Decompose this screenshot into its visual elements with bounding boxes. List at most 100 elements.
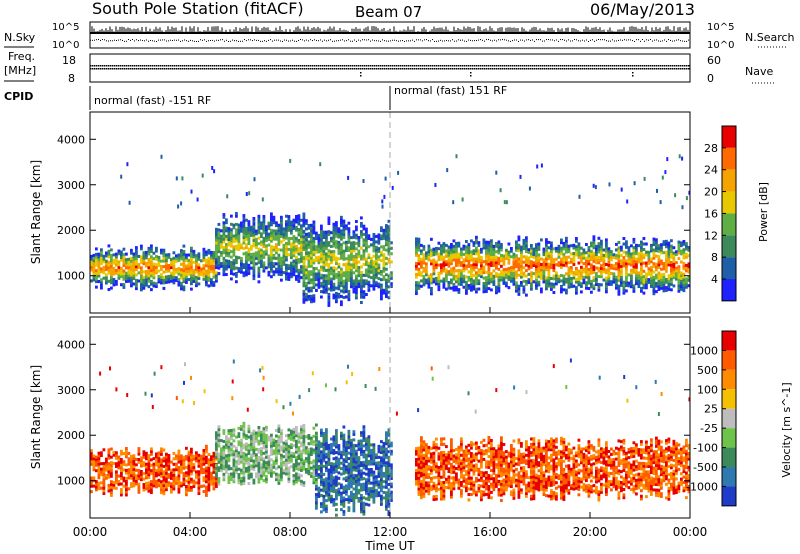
range-cell	[675, 253, 678, 257]
range-cell	[597, 255, 601, 259]
range-cell	[90, 457, 93, 461]
range-cell	[550, 260, 553, 264]
range-cell	[567, 244, 571, 248]
range-cell	[427, 280, 431, 284]
range-cell	[257, 228, 261, 232]
range-cell	[672, 262, 676, 266]
range-cell	[462, 274, 466, 278]
range-cell	[565, 277, 568, 281]
range-cell	[207, 273, 211, 277]
range-cell	[217, 239, 221, 243]
nsearch-dot	[620, 39, 621, 41]
range-cell	[600, 250, 603, 254]
range-cell	[375, 240, 378, 244]
range-cell	[427, 244, 431, 248]
range-cell	[172, 462, 176, 466]
range-cell	[391, 185, 394, 190]
range-cell	[572, 276, 576, 280]
freq-dot	[282, 65, 284, 67]
range-cell	[205, 264, 208, 268]
range-cell	[662, 283, 666, 287]
range-cell	[517, 257, 521, 261]
range-cell	[115, 255, 118, 259]
range-cell	[377, 238, 381, 242]
range-cell	[357, 279, 361, 283]
range-cell	[150, 263, 153, 267]
range-cell	[270, 256, 273, 260]
range-cell	[470, 277, 473, 281]
range-cell	[585, 256, 588, 260]
range-cell	[292, 246, 296, 250]
range-cell	[175, 468, 178, 472]
range-cell	[482, 276, 486, 280]
range-cell	[122, 258, 126, 262]
range-cell	[425, 256, 428, 260]
freq-dot	[518, 65, 520, 67]
range-cell	[357, 271, 361, 275]
range-cell	[285, 263, 288, 267]
range-cell	[427, 258, 431, 262]
range-cell	[580, 274, 583, 278]
nave-tick-high: 60	[707, 54, 721, 67]
nsearch-dot	[588, 40, 589, 42]
nsearch-dot	[122, 39, 123, 41]
range-cell	[147, 266, 151, 270]
range-cell	[255, 256, 258, 260]
range-cell	[165, 261, 168, 265]
range-cell	[205, 280, 208, 284]
range-cell	[120, 272, 123, 276]
freq-dot	[584, 65, 586, 67]
range-cell	[107, 249, 111, 253]
range-cell	[162, 492, 166, 496]
range-cell	[290, 226, 293, 230]
range-cell	[447, 272, 451, 276]
freq-dot	[656, 65, 658, 67]
freq-dot	[484, 65, 486, 67]
range-cell	[337, 292, 341, 296]
range-cell	[665, 288, 668, 292]
range-cell	[470, 253, 473, 257]
range-cell	[212, 270, 216, 274]
range-cell	[360, 254, 363, 258]
range-cell	[432, 264, 436, 268]
nave-dot	[478, 68, 480, 70]
range-cell	[670, 244, 673, 248]
range-cell	[467, 248, 471, 252]
range-cell	[555, 249, 558, 253]
range-cell	[307, 278, 311, 282]
range-cell	[245, 256, 248, 260]
nave-dot	[474, 68, 476, 70]
range-cell	[677, 251, 681, 255]
range-cell	[375, 254, 378, 258]
range-cell	[385, 243, 388, 247]
range-cell	[357, 252, 361, 256]
range-cell	[674, 193, 677, 198]
range-cell	[617, 254, 621, 258]
range-cell	[317, 233, 321, 237]
colorbar-swatch	[722, 126, 736, 148]
nave-dot	[534, 68, 536, 70]
range-cell	[340, 245, 343, 249]
nave-dot	[500, 68, 502, 70]
range-cell	[307, 262, 311, 266]
range-cell	[185, 479, 188, 483]
freq-dot	[612, 65, 614, 67]
range-cell	[137, 271, 141, 275]
range-cell	[515, 276, 518, 280]
range-cell	[455, 154, 458, 159]
range-cell	[590, 290, 593, 294]
range-cell	[387, 241, 391, 245]
range-cell	[295, 261, 298, 265]
range-cell	[127, 279, 131, 283]
range-cell	[195, 265, 198, 269]
range-cell	[565, 245, 568, 249]
range-cell	[115, 252, 118, 256]
range-cell	[222, 273, 226, 277]
range-cell	[302, 300, 306, 304]
range-cell	[232, 223, 236, 227]
range-cell	[562, 258, 566, 262]
range-cell	[480, 266, 483, 270]
range-cell	[272, 229, 276, 233]
range-cell	[317, 280, 321, 284]
